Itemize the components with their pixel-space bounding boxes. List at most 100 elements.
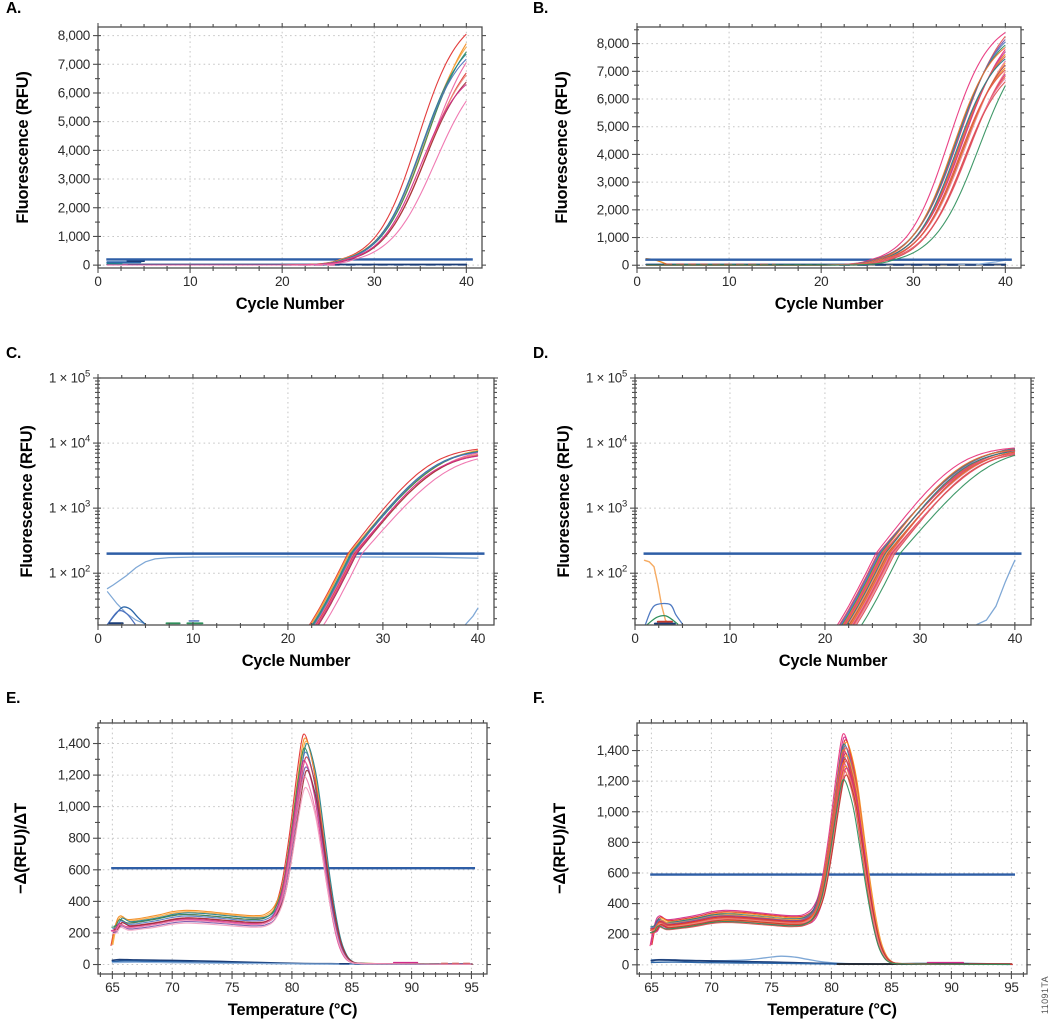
svg-text:1,000: 1,000	[58, 229, 90, 244]
panel-label-b: B.	[533, 0, 549, 17]
axis-tick-labels: 65 70 75 80 85 90 95 0 200 400 600 800 1,000 1,200 1,4…	[597, 743, 1019, 995]
axis-ticks	[93, 374, 498, 630]
svg-text:8,000: 8,000	[58, 28, 90, 43]
svg-text:0: 0	[633, 274, 640, 289]
svg-text:4,000: 4,000	[58, 143, 90, 158]
svg-text:1 × 103: 1 × 103	[49, 499, 90, 516]
svg-text:0: 0	[94, 274, 101, 289]
data-series	[649, 733, 1015, 966]
plot-frame	[97, 722, 488, 975]
plot-frame	[97, 26, 483, 269]
svg-text:6,000: 6,000	[597, 92, 629, 107]
axis-tick-labels: 0 10 20 30 40 0 1,000 2,000 3,000 4,000 5,000 6,000…	[58, 28, 474, 289]
svg-text:0: 0	[94, 631, 101, 646]
svg-text:5,000: 5,000	[597, 119, 629, 134]
svg-text:75: 75	[764, 980, 778, 995]
svg-text:1,000: 1,000	[58, 799, 90, 814]
panel-label-d: D.	[533, 345, 549, 362]
chart-melt-curve-f: 65 70 75 80 85 90 95 0 200 400 600 800 1,000 1,200 1,4…	[551, 719, 1031, 1019]
svg-text:600: 600	[68, 862, 90, 877]
x-axis-title: Cycle Number	[779, 652, 888, 670]
svg-text:0: 0	[83, 258, 90, 273]
panel-c: C. 0 10 20 30 40 1 × 102 1 × 103 1 × 104 1 × 105…	[0, 345, 527, 690]
svg-text:40: 40	[471, 631, 485, 646]
svg-text:1,000: 1,000	[597, 230, 629, 245]
y-axis-title: −Δ(RFU)/ΔT	[12, 803, 30, 894]
svg-text:0: 0	[622, 258, 629, 273]
svg-text:95: 95	[464, 980, 478, 995]
svg-text:20: 20	[814, 274, 828, 289]
svg-text:40: 40	[1008, 631, 1022, 646]
panel-e: E. 65 70 75 80 85 90 95 0 200 400 600 800 1,000 1,200…	[0, 690, 527, 1022]
svg-text:8,000: 8,000	[597, 36, 629, 51]
svg-text:1 × 105: 1 × 105	[49, 369, 90, 386]
axis-ticks	[632, 23, 1025, 273]
svg-text:1,200: 1,200	[58, 768, 90, 783]
axis-tick-labels: 0 10 20 30 40 1 × 102 1 × 103 1 × 104 1 × 105	[586, 369, 1022, 647]
panel-b: B. 0 10 20 30 40 0 1,000 2,000 3,000 4,000 5,000 6,…	[527, 0, 1054, 345]
svg-text:5,000: 5,000	[58, 114, 90, 129]
axis-tick-labels: 65 70 75 80 85 90 95 0 200 400 600 800 1,000 1,200 1,4…	[58, 736, 479, 995]
svg-text:80: 80	[285, 980, 299, 995]
svg-text:400: 400	[607, 896, 629, 911]
axis-tick-labels: 0 10 20 30 40 1 × 102 1 × 103 1 × 104 1 × 105	[49, 369, 485, 647]
svg-text:800: 800	[607, 835, 629, 850]
svg-text:1 × 104: 1 × 104	[49, 434, 90, 451]
svg-text:1,400: 1,400	[58, 736, 90, 751]
data-series	[106, 448, 485, 626]
svg-text:30: 30	[906, 274, 920, 289]
x-axis-title: Temperature (°C)	[228, 1001, 358, 1019]
svg-text:70: 70	[704, 980, 718, 995]
svg-text:600: 600	[607, 865, 629, 880]
gridlines	[635, 378, 1031, 625]
svg-text:40: 40	[998, 274, 1012, 289]
panel-label-f: F.	[533, 690, 545, 707]
svg-text:2,000: 2,000	[597, 202, 629, 217]
svg-text:3,000: 3,000	[58, 172, 90, 187]
y-axis-title: Fluorescence (RFU)	[553, 71, 571, 223]
svg-text:95: 95	[1004, 980, 1018, 995]
svg-text:40: 40	[459, 274, 473, 289]
data-series	[643, 447, 1022, 626]
x-axis-title: Cycle Number	[236, 295, 345, 313]
axis-tick-labels: 0 10 20 30 40 0 1,000 2,000 3,000 4,000 5,000 6,000…	[597, 36, 1013, 289]
x-axis-title: Cycle Number	[775, 295, 884, 313]
svg-text:30: 30	[367, 274, 381, 289]
svg-text:800: 800	[68, 831, 90, 846]
svg-text:85: 85	[345, 980, 359, 995]
chart-amplification-linear-a: 0 10 20 30 40 0 1,000 2,000 3,000 4,000 5,000 6,000…	[14, 23, 486, 313]
svg-text:10: 10	[186, 631, 200, 646]
panel-label-a: A.	[6, 0, 22, 17]
x-axis-title: Temperature (°C)	[767, 1001, 897, 1019]
svg-text:90: 90	[404, 980, 418, 995]
figure-part-number: 11091TA	[1040, 976, 1050, 1014]
svg-text:7,000: 7,000	[597, 64, 629, 79]
chart-amplification-log-c: 0 10 20 30 40 1 × 102 1 × 103 1 × 104 1 × 105 Cyc…	[18, 369, 498, 670]
svg-text:0: 0	[631, 631, 638, 646]
panel-label-c: C.	[6, 345, 22, 362]
svg-text:4,000: 4,000	[597, 147, 629, 162]
svg-text:10: 10	[723, 631, 737, 646]
data-series	[645, 32, 1012, 266]
svg-text:75: 75	[225, 980, 239, 995]
svg-text:30: 30	[913, 631, 927, 646]
axis-ticks	[630, 374, 1035, 630]
svg-text:6,000: 6,000	[58, 85, 90, 100]
svg-text:7,000: 7,000	[58, 57, 90, 72]
chart-amplification-log-d: 0 10 20 30 40 1 × 102 1 × 103 1 × 104 1 × 105 Cyc…	[555, 369, 1035, 670]
y-axis-title: Fluorescence (RFU)	[14, 71, 32, 223]
svg-text:1 × 103: 1 × 103	[586, 499, 627, 516]
x-axis-title: Cycle Number	[242, 652, 351, 670]
axis-ticks	[93, 719, 491, 979]
svg-text:400: 400	[68, 894, 90, 909]
plot-frame	[97, 377, 495, 626]
chart-melt-curve-e: 65 70 75 80 85 90 95 0 200 400 600 800 1,000 1,200 1,4…	[12, 719, 491, 1019]
data-series	[106, 33, 473, 266]
svg-text:90: 90	[944, 980, 958, 995]
panel-d: D. 0 10 20 30 40 1 × 102 1 × 103 1 × 104 1 × 105…	[527, 345, 1054, 690]
panel-label-e: E.	[6, 690, 21, 707]
svg-text:1 × 102: 1 × 102	[49, 564, 90, 581]
chart-amplification-linear-b: 0 10 20 30 40 0 1,000 2,000 3,000 4,000 5,000 6,000…	[553, 23, 1025, 313]
svg-text:1,200: 1,200	[597, 774, 629, 789]
